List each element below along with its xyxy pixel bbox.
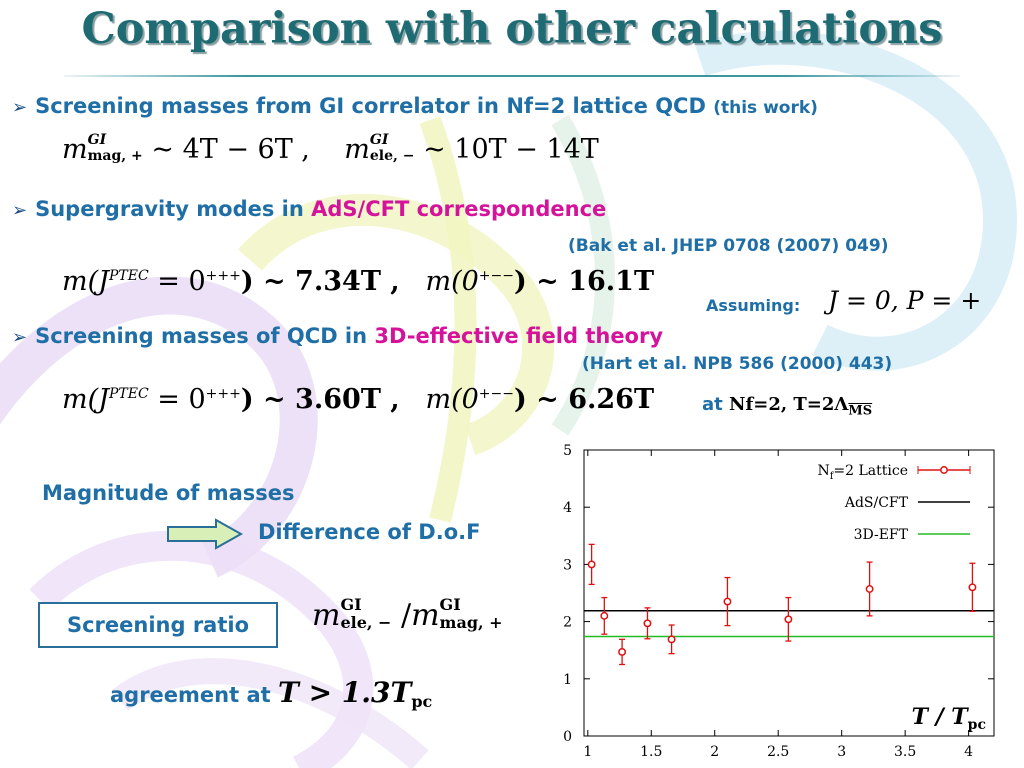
difference-label: Difference of D.o.F — [258, 520, 481, 544]
assuming-condition: J = 0, P = + — [828, 286, 982, 315]
agreement-text: agreement at T > 1.3Tpc — [110, 676, 433, 712]
x-tick-label: 4 — [964, 744, 973, 760]
y-tick-label: 0 — [563, 729, 572, 745]
legend-marker — [940, 466, 948, 474]
arrow-bullet-icon: ➢ — [12, 200, 28, 221]
reference-ads: (Bak et al. JHEP 0708 (2007) 049) — [568, 236, 889, 256]
page-title: Comparison with other calculations — [81, 4, 943, 54]
legend-label: AdS/CFT — [844, 495, 909, 511]
data-point — [643, 619, 652, 628]
title-divider — [64, 75, 960, 77]
y-tick-label: 3 — [563, 557, 572, 573]
equation-ads-masses: m(JPTEC = 0+++) ~ 7.34T , m(0+−−) ~ 16.1… — [62, 266, 655, 297]
ratio-equation: m GI ele, − /m GI mag, + — [312, 595, 503, 634]
data-point — [723, 597, 732, 606]
data-point — [587, 560, 596, 569]
y-tick-label: 2 — [563, 615, 572, 631]
x-tick-label: 3 — [837, 744, 846, 760]
x-tick-label: 2.5 — [767, 744, 789, 760]
bullet-text: Screening masses from GI correlator in N… — [35, 94, 706, 118]
bullet-note: (this work) — [713, 98, 818, 118]
x-tick-label: 2 — [710, 744, 719, 760]
x-tick-label: 1.5 — [640, 744, 662, 760]
bullet-3d-eft: ➢ Screening masses of QCD in 3D-effective… — [12, 324, 664, 348]
magnitude-label: Magnitude of masses — [42, 481, 295, 505]
data-point — [968, 583, 977, 592]
bullet-supergravity: ➢ Supergravity modes in AdS/CFT correspon… — [12, 197, 607, 221]
legend-label: Nf=2 Lattice — [817, 463, 908, 482]
data-point — [784, 615, 793, 624]
y-tick-label: 5 — [563, 443, 572, 459]
bullet-highlight: AdS/CFT correspondence — [311, 197, 607, 221]
y-tick-label: 1 — [563, 672, 572, 688]
arrow-bullet-icon: ➢ — [12, 327, 28, 348]
equation-gi-masses: m GI mag, + ~ 4T − 6T , m GI ele, − ~ 10T − … — [62, 131, 599, 166]
data-point — [667, 635, 676, 644]
assuming-label: Assuming: — [706, 296, 801, 315]
reference-eft: (Hart et al. NPB 586 (2000) 443) — [582, 354, 893, 374]
equation-eft-masses: m(JPTEC = 0+++) ~ 3.60T , m(0+−−) ~ 6.26… — [62, 384, 655, 415]
screening-ratio-box: Screening ratio — [38, 602, 278, 648]
x-tick-label: 1 — [583, 744, 592, 760]
right-arrow-icon — [167, 518, 244, 550]
at-condition: at Nf=2, T=2ΛMS — [702, 394, 873, 419]
arrow-bullet-icon: ➢ — [12, 97, 28, 118]
x-tick-label: 3.5 — [894, 744, 916, 760]
legend-label: 3D-EFT — [854, 527, 909, 543]
data-point — [600, 611, 609, 620]
bullet-gi-correlator: ➢ Screening masses from GI correlator in … — [12, 94, 818, 118]
data-point — [618, 647, 627, 656]
bullet-highlight: 3D-effective field theory — [374, 324, 664, 348]
data-point — [865, 585, 874, 593]
plot-frame — [583, 449, 995, 737]
y-tick-label: 4 — [563, 500, 572, 516]
